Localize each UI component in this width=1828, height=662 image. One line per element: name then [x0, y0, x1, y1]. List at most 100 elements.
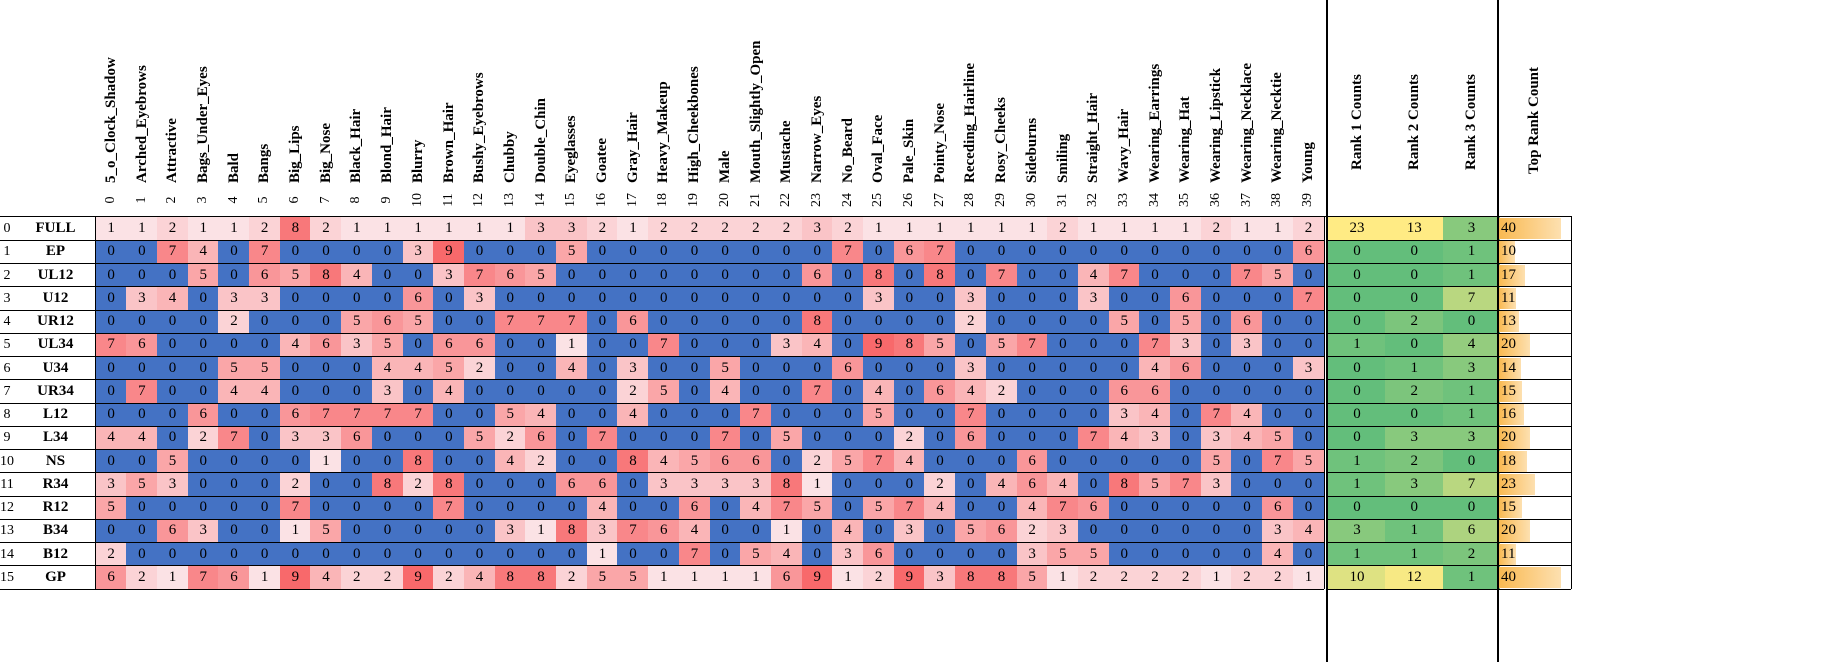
row-label: UL34: [37, 336, 74, 353]
heat-cell: 3: [433, 263, 465, 288]
heat-cell: 8: [801, 310, 833, 334]
heat-cell: 2: [709, 217, 741, 241]
heat-cell: 2: [402, 472, 434, 497]
heat-cell: 0: [709, 403, 741, 427]
heat-cell: 1: [893, 217, 925, 241]
column-index: 6: [287, 196, 303, 204]
heat-cell: 3: [924, 565, 956, 590]
heat-cell: 0: [310, 542, 342, 567]
heat-cell: 5: [924, 333, 956, 358]
heat-cell: 4: [893, 449, 925, 474]
heat-cell: 0: [1170, 496, 1202, 520]
heat-cell: 0: [1292, 472, 1325, 497]
heat-cell: 4: [1108, 426, 1140, 451]
heat-cell: 3: [1170, 333, 1202, 358]
heat-cell: 0: [525, 542, 557, 567]
heat-cell: 0: [1200, 356, 1232, 381]
heat-cell: 1: [1077, 217, 1110, 241]
heat-cell: 1: [402, 217, 434, 241]
heat-cell: 0: [187, 310, 219, 334]
heat-cell: 6: [494, 263, 526, 288]
heat-cell: 0: [648, 263, 680, 288]
rank-count-cell: 1: [1328, 472, 1386, 497]
column-header: Wearing_Earrings: [1146, 63, 1163, 183]
row-rule: [0, 518, 1324, 520]
heat-cell: 2: [1077, 565, 1110, 590]
top-rank-value: 40: [1501, 220, 1516, 236]
heat-cell: 5: [310, 519, 342, 544]
heat-cell: 0: [586, 286, 618, 311]
heat-cell: 1: [218, 217, 250, 241]
row-label: UR12: [37, 313, 74, 329]
heat-cell: 3: [1292, 356, 1325, 381]
row-index: 15: [0, 569, 14, 585]
column-header: 5_o_Clock_Shadow: [102, 57, 119, 183]
heat-cell: 7: [1139, 333, 1171, 358]
heat-cell: 0: [310, 356, 342, 381]
row-rule: [0, 263, 1324, 264]
heat-cell: 6: [525, 426, 557, 451]
heat-cell: 0: [494, 542, 526, 567]
heat-cell: 2: [433, 565, 465, 590]
heat-cell: 3: [1047, 519, 1079, 544]
row-rule: [1328, 495, 1500, 497]
column-index: 33: [1115, 193, 1131, 207]
heat-cell: 0: [1292, 333, 1325, 358]
heat-cell: 5: [1262, 426, 1294, 451]
heat-cell: 0: [955, 496, 987, 520]
heat-cell: 5: [1292, 449, 1325, 474]
column-index: 26: [901, 193, 917, 207]
heat-cell: 0: [1170, 240, 1202, 265]
heat-cell: 0: [95, 519, 127, 544]
rank-count-cell: 0: [1328, 286, 1386, 311]
heat-cell: 8: [525, 565, 557, 590]
heat-cell: 7: [556, 310, 588, 334]
row-rule: [0, 588, 1324, 590]
heat-cell: 3: [556, 217, 588, 241]
column-index: 24: [839, 193, 855, 207]
rank-count-cell: 1: [1328, 449, 1386, 474]
row-rule: [1328, 239, 1500, 241]
heat-cell: 4: [525, 403, 557, 427]
heat-cell: 0: [893, 472, 925, 497]
heat-cell: 0: [924, 542, 956, 567]
heat-cell: 0: [249, 449, 281, 474]
heat-cell: 6: [709, 449, 741, 474]
heat-cell: 0: [648, 426, 680, 451]
heat-cell: 0: [249, 496, 281, 520]
column-index: 28: [962, 193, 978, 207]
heat-cell: 0: [740, 286, 772, 311]
heat-cell: 7: [187, 565, 219, 590]
rank-count-cell: 0: [1385, 403, 1444, 427]
heat-cell: 0: [863, 356, 895, 381]
heat-cell: 2: [187, 426, 219, 451]
heat-cell: 0: [463, 519, 496, 544]
heat-cell: 0: [1200, 496, 1232, 520]
heat-cell: 8: [955, 565, 987, 590]
column-index: 0: [102, 196, 118, 204]
top-rank-value: 23: [1501, 475, 1516, 492]
heat-cell: 3: [126, 286, 158, 311]
heat-cell: 0: [95, 356, 127, 381]
rank-count-cell: 6: [1442, 519, 1501, 544]
heat-cell: 0: [402, 333, 434, 358]
heat-cell: 0: [310, 310, 342, 334]
heat-cell: 0: [709, 496, 741, 520]
heat-cell: 6: [402, 286, 434, 311]
rank-count-cell: 3: [1385, 472, 1444, 497]
column-index: 16: [594, 193, 610, 207]
rank-count-cell: 0: [1442, 449, 1501, 474]
column-header: Wavy_Hair: [1115, 108, 1132, 183]
heat-cell: 0: [463, 496, 496, 520]
heat-cell: 4: [740, 496, 772, 520]
heat-cell: 4: [1262, 542, 1294, 567]
heat-cell: 5: [279, 263, 311, 288]
rank-count-cell: 23: [1328, 217, 1386, 241]
heat-cell: 0: [249, 333, 281, 358]
heat-cell: 0: [832, 379, 864, 404]
heat-cell: 2: [494, 426, 526, 451]
column-index: 36: [1208, 193, 1224, 207]
heat-cell: 7: [310, 403, 342, 427]
heat-cell: 0: [463, 310, 496, 334]
column-index: 17: [624, 193, 640, 207]
